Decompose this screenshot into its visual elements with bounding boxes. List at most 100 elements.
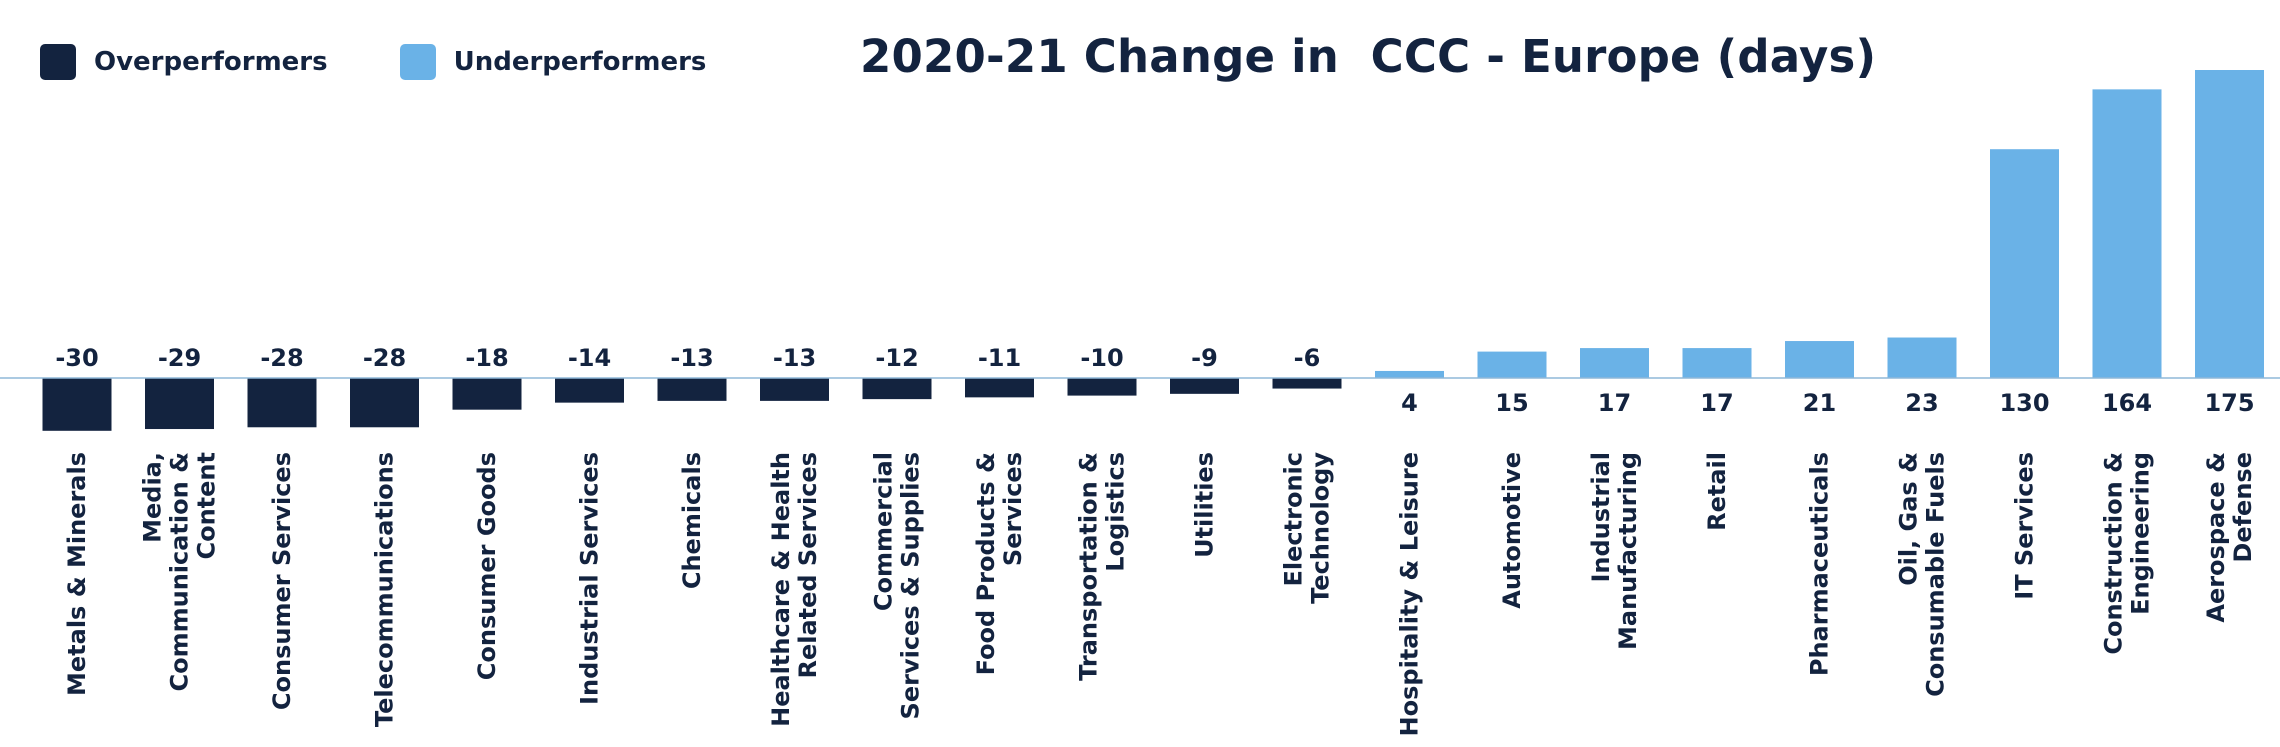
x-tick-label: Aerospace &Defense — [2202, 452, 2257, 623]
legend-label-underperformers: Underperformers — [453, 47, 707, 77]
x-tick-label: Consumer Services — [268, 452, 296, 710]
x-tick-label-line: Industrial Services — [576, 452, 604, 705]
value-labels-group: -30 -29 -28 -28 -18 -14 -13 -13 -12 -11 -10 -9 -6 4 15… — [55, 344, 2254, 417]
x-tick-label: IT Services — [2011, 452, 2039, 600]
data-label: -28 — [363, 344, 406, 372]
bar — [42, 378, 112, 431]
x-tick-label-line: Telecommunications — [371, 452, 399, 727]
data-label: -14 — [568, 344, 611, 372]
data-label: 164 — [2102, 389, 2152, 417]
legend-swatch-underperformers — [399, 44, 436, 80]
bar — [1170, 378, 1239, 394]
x-tick-label-line: Manufacturing — [1614, 452, 1642, 650]
x-tick-label-line: Utilities — [1191, 452, 1219, 558]
data-label: -9 — [1191, 344, 1218, 372]
legend-item-underperformers: Underperformers — [399, 44, 707, 80]
x-tick-label-line: Retail — [1703, 452, 1731, 531]
bar — [1067, 378, 1137, 396]
x-tick-label-line: Automotive — [1498, 452, 1526, 609]
bar — [1477, 351, 1547, 378]
x-tick-label-line: Services & Supplies — [897, 452, 925, 719]
x-tick-label: Healthcare & HealthRelated Services — [767, 452, 822, 727]
x-tick-label-line: Construction & — [2100, 452, 2128, 655]
x-tick-label-line: Consumer Goods — [473, 452, 501, 680]
x-tick-label-line: Communication & — [166, 452, 194, 692]
x-tick-label: Transportation &Logistics — [1075, 452, 1130, 681]
data-label: -12 — [875, 344, 918, 372]
data-label: 21 — [1803, 389, 1836, 417]
bar — [145, 378, 214, 430]
x-tick-label-line: Oil, Gas & — [1895, 452, 1923, 586]
bars-group — [42, 70, 2264, 431]
legend-item-overperformers: Overperformers — [40, 44, 328, 80]
x-tick-label-line: Technology — [1307, 452, 1335, 604]
data-label: 175 — [2204, 389, 2254, 417]
bar — [965, 378, 1034, 398]
x-tick-label: IndustrialManufacturing — [1587, 452, 1642, 650]
x-tick-label: Retail — [1703, 452, 1731, 531]
bar — [247, 378, 317, 428]
bar — [452, 378, 522, 410]
bar — [1272, 378, 1342, 389]
data-label: 17 — [1700, 389, 1733, 417]
x-tick-label: Metals & Minerals — [63, 452, 91, 696]
x-tick-label: Utilities — [1191, 452, 1219, 558]
bar — [657, 378, 727, 401]
legend-label-overperformers: Overperformers — [94, 47, 328, 77]
data-label: -11 — [978, 344, 1021, 372]
x-tick-label-line: Metals & Minerals — [63, 452, 91, 696]
x-tick-label: Pharmaceuticals — [1806, 452, 1834, 676]
x-tick-label-line: Defense — [2229, 452, 2257, 563]
x-tick-label-line: IT Services — [2011, 452, 2039, 600]
x-tick-label: Construction &Engineering — [2100, 452, 2155, 655]
x-tick-label-line: Consumable Fuels — [1922, 452, 1950, 697]
x-tick-label-line: Commercial — [870, 452, 898, 611]
bar — [760, 378, 829, 401]
x-tick-label-line: Media, — [139, 452, 167, 543]
data-label: 4 — [1401, 389, 1418, 417]
x-tick-label: ElectronicTechnology — [1280, 452, 1335, 604]
x-tick-label: Media,Communication &Content — [139, 452, 221, 692]
bar — [1580, 348, 1649, 378]
data-label: 23 — [1905, 389, 1938, 417]
data-label: -13 — [773, 344, 816, 372]
bar — [350, 378, 419, 428]
legend-swatch-overperformers — [40, 44, 76, 80]
data-label: -10 — [1080, 344, 1123, 372]
x-tick-label-line: Transportation & — [1075, 452, 1103, 681]
data-label: -13 — [670, 344, 713, 372]
x-tick-label-line: Pharmaceuticals — [1806, 452, 1834, 676]
x-tick-label-line: Engineering — [2127, 452, 2155, 615]
bar — [1375, 370, 1444, 378]
data-label: 15 — [1495, 389, 1528, 417]
x-tick-label: Telecommunications — [371, 452, 399, 727]
data-label: -28 — [260, 344, 303, 372]
x-tick-label-line: Aerospace & — [2202, 452, 2230, 623]
category-labels-group: Metals & Minerals Media,Communication &Co… — [63, 452, 2257, 737]
x-tick-label-line: Related Services — [794, 452, 822, 679]
bar — [1887, 337, 1957, 378]
x-tick-label-line: Food Products & — [972, 452, 1000, 675]
bar — [2195, 70, 2264, 378]
x-tick-label: Automotive — [1498, 452, 1526, 609]
x-tick-label: Hospitality & Leisure — [1396, 452, 1424, 736]
x-tick-label-line: Consumer Services — [268, 452, 296, 710]
data-label: 17 — [1598, 389, 1631, 417]
x-tick-label-line: Industrial — [1587, 452, 1615, 583]
x-tick-label-line: Logistics — [1102, 452, 1130, 572]
x-tick-label: Industrial Services — [576, 452, 604, 705]
chart-title: 2020-21 Change in CCC - Europe (days) — [860, 30, 1877, 83]
x-tick-label: Oil, Gas &Consumable Fuels — [1895, 452, 1950, 697]
data-label: -29 — [158, 344, 201, 372]
x-tick-label: Consumer Goods — [473, 452, 501, 680]
bar — [1682, 348, 1752, 378]
x-tick-label-line: Content — [193, 452, 221, 560]
x-tick-label-line: Healthcare & Health — [767, 452, 795, 727]
bar — [2092, 89, 2162, 379]
data-label: -6 — [1294, 344, 1321, 372]
x-tick-label: Chemicals — [678, 452, 706, 589]
x-tick-label-line: Services — [999, 452, 1027, 566]
x-tick-label: Food Products &Services — [972, 452, 1027, 675]
bar — [862, 378, 932, 400]
